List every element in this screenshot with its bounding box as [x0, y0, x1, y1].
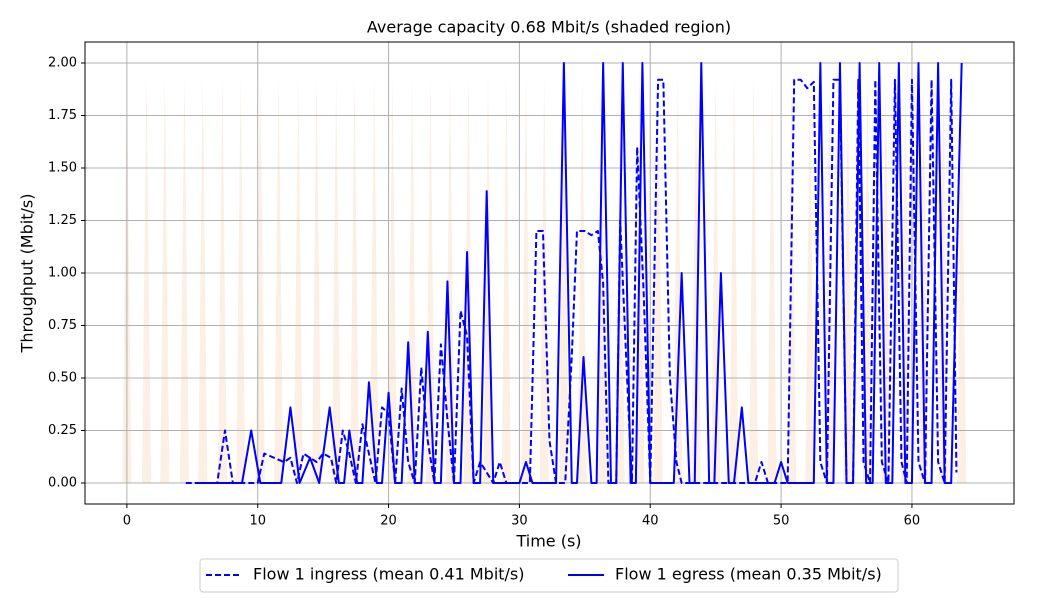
capacity-spike: [293, 73, 303, 483]
y-tick-label: 0.00: [48, 476, 77, 491]
capacity-spike: [539, 73, 549, 483]
capacity-spike: [521, 73, 531, 483]
capacity-spike: [957, 73, 967, 483]
y-tick-label: 1.25: [48, 213, 77, 228]
y-tick-label: 1.00: [48, 266, 77, 281]
legend-box: [199, 558, 899, 593]
y-tick-label: 0.75: [48, 318, 77, 333]
legend-label: Flow 1 egress (mean 0.35 Mbit/s): [615, 565, 882, 584]
lines: [185, 62, 963, 484]
capacity-spike: [141, 73, 152, 483]
capacity-spike: [653, 73, 663, 483]
y-axis-label: Throughput (Mbit/s): [18, 194, 37, 354]
capacity-area: [122, 73, 967, 483]
chart-title: Average capacity 0.68 Mbit/s (shaded reg…: [367, 18, 731, 37]
capacity-spike: [559, 73, 569, 483]
capacity-spike: [824, 73, 835, 483]
legend: Flow 1 ingress (mean 0.41 Mbit/s) Flow 1 …: [206, 565, 882, 584]
plot-frame: [84, 41, 1015, 505]
legend-label: Flow 1 ingress (mean 0.41 Mbit/s): [253, 565, 525, 584]
capacity-spike: [236, 73, 246, 483]
x-axis-label: Time (s): [515, 532, 581, 551]
x-tick-label: 10: [249, 514, 266, 529]
y-tick-label: 0.50: [48, 371, 77, 386]
series-line: [198, 62, 963, 484]
capacity-spike: [445, 73, 455, 483]
capacity-spike: [217, 73, 227, 483]
y-tick-label: 1.50: [48, 161, 77, 176]
capacity-spike: [767, 73, 777, 483]
capacity-spike: [160, 73, 170, 483]
capacity-spike: [349, 73, 360, 483]
x-tick-label: 30: [511, 514, 528, 529]
capacity-spike: [691, 73, 701, 483]
capacity-spike: [387, 73, 398, 483]
capacity-spike: [331, 73, 341, 483]
x-tick-label: 40: [642, 514, 659, 529]
capacity-spike: [425, 73, 436, 483]
y-tick-label: 1.75: [48, 108, 77, 123]
capacity-spike: [805, 73, 815, 483]
capacity-spike: [255, 73, 265, 483]
capacity-spike: [198, 73, 208, 483]
capacity-spike: [312, 73, 322, 483]
series-line: [185, 78, 958, 484]
y-tick-label: 2.00: [48, 56, 77, 71]
x-tick-label: 50: [773, 514, 790, 529]
capacity-spike: [673, 73, 683, 483]
capacity-spike: [179, 73, 190, 483]
x-tick-label: 60: [904, 514, 921, 529]
capacity-spike: [369, 73, 379, 483]
capacity-spike: [501, 73, 511, 483]
capacity-spike: [274, 73, 284, 483]
y-tick-label: 0.25: [48, 423, 77, 438]
capacity-spike: [577, 73, 587, 483]
capacity-spike: [729, 73, 739, 483]
x-tick-label: 0: [123, 514, 131, 529]
grid: 0 10 20 30 40 50 60 0.00 0.25 0.50 0.75 1.00 1.25 1.5…: [48, 42, 1014, 529]
x-tick-label: 20: [380, 514, 397, 529]
capacity-spike: [749, 73, 759, 483]
